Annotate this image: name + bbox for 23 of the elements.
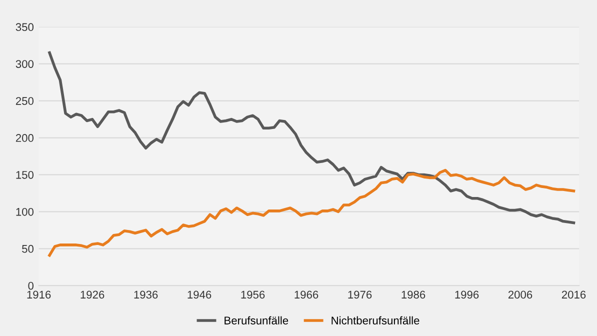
y-tick-label: 0: [28, 282, 34, 290]
line-series: [48, 168, 576, 257]
legend-label: Nichtberufsunfälle: [332, 316, 420, 324]
x-tick-label: 1996: [455, 290, 479, 299]
y-tick-label: 250: [16, 97, 34, 105]
y-tick-label: 350: [16, 23, 34, 32]
y-tick-label: 150: [16, 170, 34, 179]
x-tick-label: 1986: [402, 290, 426, 299]
x-tick-label: 1946: [188, 290, 212, 299]
y-tick-label: 300: [16, 60, 34, 68]
x-tick-label: 1956: [241, 290, 265, 299]
x-tick-label: 1936: [134, 290, 158, 299]
x-tick-label: 1926: [80, 290, 104, 299]
y-tick-label: 100: [16, 208, 34, 216]
x-tick-label: 1966: [294, 290, 318, 299]
x-tick-label: 2006: [508, 290, 532, 299]
line-series: [48, 51, 576, 224]
y-tick-label: 200: [16, 134, 34, 142]
x-tick-label: 2016: [562, 290, 586, 299]
x-tick-label: 1916: [27, 290, 51, 299]
y-tick-label: 50: [22, 244, 34, 253]
legend-label: Berufsunfälle: [224, 316, 288, 324]
x-tick-label: 1976: [348, 290, 372, 299]
